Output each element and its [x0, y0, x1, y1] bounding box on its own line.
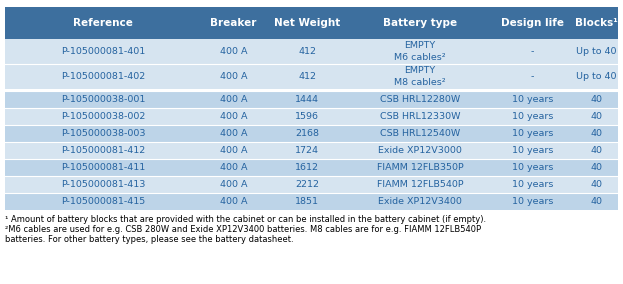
- Text: 400 A: 400 A: [219, 95, 247, 104]
- Text: 40: 40: [591, 146, 602, 155]
- Text: 2212: 2212: [295, 180, 319, 189]
- Text: ¹ Amount of battery blocks that are provided with the cabinet or can be installe: ¹ Amount of battery blocks that are prov…: [5, 215, 486, 224]
- Text: P-105000081-412: P-105000081-412: [61, 146, 146, 155]
- Text: -: -: [531, 47, 534, 56]
- Text: 40: 40: [591, 197, 602, 206]
- Text: 400 A: 400 A: [219, 112, 247, 121]
- Bar: [5, 193, 618, 210]
- Text: 2168: 2168: [295, 129, 319, 138]
- Text: 10 years: 10 years: [511, 163, 553, 172]
- Bar: [5, 91, 618, 108]
- Text: 1596: 1596: [295, 112, 319, 121]
- Text: P-105000081-401: P-105000081-401: [61, 47, 146, 56]
- Text: 1444: 1444: [295, 95, 319, 104]
- Text: 40: 40: [591, 163, 602, 172]
- Text: CSB HRL12280W: CSB HRL12280W: [380, 95, 460, 104]
- Text: 40: 40: [591, 95, 602, 104]
- Text: -: -: [531, 72, 534, 81]
- Text: 1612: 1612: [295, 163, 319, 172]
- Text: Reference: Reference: [74, 18, 133, 28]
- Text: 400 A: 400 A: [219, 129, 247, 138]
- Text: 10 years: 10 years: [511, 180, 553, 189]
- Text: P-105000081-411: P-105000081-411: [61, 163, 146, 172]
- Text: 400 A: 400 A: [219, 72, 247, 81]
- Text: 412: 412: [298, 72, 316, 81]
- Text: 40: 40: [591, 180, 602, 189]
- Text: Net Weight: Net Weight: [274, 18, 340, 28]
- Text: Up to 40: Up to 40: [576, 72, 617, 81]
- Text: P-105000038-003: P-105000038-003: [61, 129, 146, 138]
- Text: 40: 40: [591, 129, 602, 138]
- Text: FIAMM 12FLB540P: FIAMM 12FLB540P: [377, 180, 464, 189]
- Text: 1851: 1851: [295, 197, 319, 206]
- Text: 412: 412: [298, 47, 316, 56]
- Text: 10 years: 10 years: [511, 146, 553, 155]
- Text: 400 A: 400 A: [219, 197, 247, 206]
- Text: P-105000038-001: P-105000038-001: [61, 95, 146, 104]
- Bar: [5, 64, 618, 89]
- Bar: [5, 176, 618, 193]
- Text: Exide XP12V3400: Exide XP12V3400: [378, 197, 462, 206]
- Text: 400 A: 400 A: [219, 146, 247, 155]
- Text: CSB HRL12330W: CSB HRL12330W: [380, 112, 460, 121]
- Text: EMPTY
M6 cables²: EMPTY M6 cables²: [394, 41, 446, 62]
- Text: P-105000081-402: P-105000081-402: [61, 72, 146, 81]
- Text: Exide XP12V3000: Exide XP12V3000: [378, 146, 462, 155]
- Text: Blocks¹: Blocks¹: [575, 18, 618, 28]
- Bar: [5, 7, 618, 39]
- Text: P-105000081-415: P-105000081-415: [61, 197, 146, 206]
- Text: 40: 40: [591, 112, 602, 121]
- Text: 1724: 1724: [295, 146, 319, 155]
- Text: P-105000081-413: P-105000081-413: [61, 180, 146, 189]
- Text: 10 years: 10 years: [511, 197, 553, 206]
- Text: 10 years: 10 years: [511, 95, 553, 104]
- Bar: [5, 39, 618, 64]
- Text: EMPTY
M8 cables²: EMPTY M8 cables²: [394, 66, 446, 87]
- Text: 400 A: 400 A: [219, 47, 247, 56]
- Bar: [5, 125, 618, 142]
- Text: Design life: Design life: [501, 18, 564, 28]
- Text: batteries. For other battery types, please see the battery datasheet.: batteries. For other battery types, plea…: [5, 235, 293, 244]
- Text: ²M6 cables are used for e.g. CSB 280W and Exide XP12V3400 batteries. M8 cables a: ²M6 cables are used for e.g. CSB 280W an…: [5, 225, 481, 234]
- Text: 10 years: 10 years: [511, 129, 553, 138]
- Text: P-105000038-002: P-105000038-002: [61, 112, 146, 121]
- Text: 10 years: 10 years: [511, 112, 553, 121]
- Bar: [5, 159, 618, 176]
- Text: Up to 40: Up to 40: [576, 47, 617, 56]
- Text: Battery type: Battery type: [383, 18, 457, 28]
- Bar: [5, 108, 618, 125]
- Text: FIAMM 12FLB350P: FIAMM 12FLB350P: [377, 163, 464, 172]
- Text: CSB HRL12540W: CSB HRL12540W: [380, 129, 460, 138]
- Text: Breaker: Breaker: [210, 18, 257, 28]
- Bar: [5, 142, 618, 159]
- Text: 400 A: 400 A: [219, 180, 247, 189]
- Text: 400 A: 400 A: [219, 163, 247, 172]
